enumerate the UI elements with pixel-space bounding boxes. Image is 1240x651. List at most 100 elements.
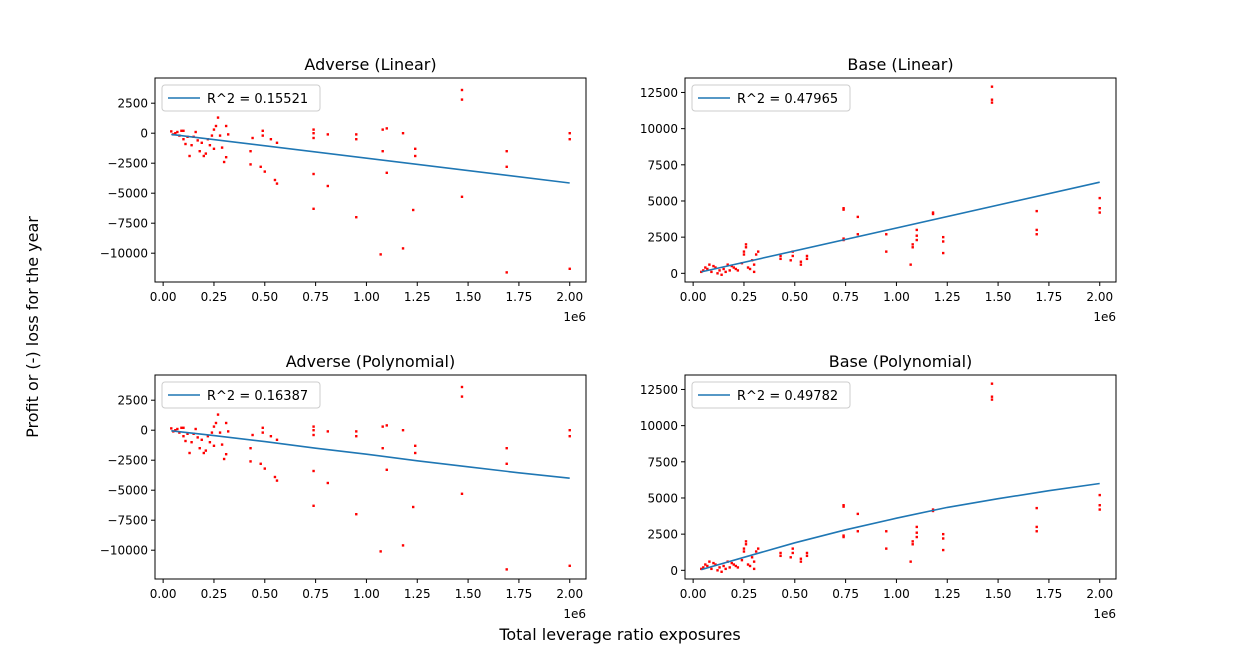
data-point: [200, 438, 203, 441]
data-point: [212, 147, 216, 150]
data-point: [568, 138, 571, 141]
x-tick-label: 0.25: [731, 587, 758, 601]
data-point: [269, 138, 273, 141]
data-point: [385, 127, 388, 130]
data-point: [915, 234, 918, 237]
data-point: [720, 570, 723, 573]
data-point: [212, 425, 216, 428]
axes-frame: [154, 374, 587, 580]
x-tick-label: 0.00: [680, 587, 707, 601]
data-point: [326, 430, 330, 433]
data-point: [218, 134, 222, 137]
data-point: [722, 267, 725, 271]
data-point: [1098, 504, 1101, 507]
data-point: [414, 444, 417, 447]
subplot-title: Adverse (Polynomial): [286, 352, 455, 371]
x-tick-label: 0.75: [302, 290, 329, 304]
data-point: [414, 154, 417, 158]
data-point: [401, 247, 405, 250]
y-tick-label: 0: [140, 424, 148, 438]
data-point: [269, 435, 273, 438]
legend-box: [161, 381, 321, 409]
data-point: [708, 560, 711, 563]
data-point: [224, 453, 228, 456]
data-point: [385, 171, 388, 174]
data-point: [915, 535, 918, 539]
data-point: [326, 184, 330, 188]
data-point: [885, 233, 888, 236]
data-point: [730, 264, 733, 268]
x-tick-label: 0.75: [832, 290, 859, 304]
data-point: [1035, 228, 1038, 232]
data-point: [712, 561, 715, 565]
x-tick-label: 0.25: [201, 290, 228, 304]
x-tick-label: 1.50: [985, 290, 1012, 304]
y-tick-label: 2500: [117, 394, 148, 408]
data-point: [218, 431, 222, 434]
data-point: [505, 462, 508, 465]
data-point: [779, 551, 782, 555]
data-point: [194, 427, 197, 431]
data-point: [736, 566, 740, 569]
data-point: [1098, 508, 1101, 511]
data-point: [742, 550, 746, 553]
data-point: [190, 441, 193, 444]
data-point: [249, 447, 252, 450]
data-point: [718, 269, 721, 272]
fit-line: [701, 482, 1100, 571]
data-point: [720, 273, 723, 276]
data-point: [752, 560, 756, 563]
data-point: [196, 436, 199, 439]
data-point: [312, 425, 315, 428]
data-point: [275, 182, 279, 185]
data-point: [379, 253, 382, 256]
data-point: [182, 129, 185, 132]
data-point: [799, 263, 803, 266]
x-tick-label: 0.75: [832, 587, 859, 601]
data-point: [216, 413, 220, 416]
data-point: [460, 385, 464, 389]
data-point: [911, 246, 914, 249]
data-point: [734, 564, 738, 568]
data-point: [734, 267, 738, 271]
data-point: [941, 537, 945, 540]
data-point: [505, 150, 508, 153]
x-tick-label: 0.50: [251, 587, 278, 601]
data-point: [210, 431, 214, 434]
y-tick-label: −7500: [107, 217, 148, 231]
y-tick-label: 0: [670, 267, 678, 281]
data-point: [202, 154, 205, 158]
data-point: [224, 421, 228, 425]
data-point: [728, 566, 731, 569]
data-point: [791, 551, 794, 555]
data-point: [941, 532, 945, 536]
data-point: [799, 557, 803, 560]
x-tick-label: 1.50: [455, 587, 482, 601]
data-point: [261, 134, 264, 137]
data-point: [718, 566, 721, 569]
data-point: [1098, 211, 1101, 214]
data-point: [216, 116, 220, 119]
data-point: [791, 254, 794, 258]
data-point: [742, 250, 746, 253]
data-point: [915, 228, 918, 232]
y-tick-label: 12500: [640, 86, 678, 100]
y-tick-label: 10000: [640, 419, 678, 433]
x-tick-label: 1.00: [883, 290, 910, 304]
x-tick-label: 1.75: [1036, 290, 1063, 304]
data-point: [789, 556, 792, 559]
data-point: [732, 266, 735, 269]
data-point: [174, 132, 177, 135]
x-tick-label: 0.50: [781, 587, 808, 601]
data-point: [799, 560, 803, 563]
x-tick-label: 1.00: [353, 290, 380, 304]
data-point: [249, 163, 252, 166]
data-point: [414, 451, 417, 455]
data-point: [411, 208, 415, 212]
x-tick-label: 1.50: [985, 587, 1012, 601]
data-point: [505, 165, 508, 168]
data-point: [176, 427, 179, 431]
y-tick-label: −2500: [107, 454, 148, 468]
y-tick-label: −10000: [100, 544, 148, 558]
data-point: [716, 569, 719, 572]
